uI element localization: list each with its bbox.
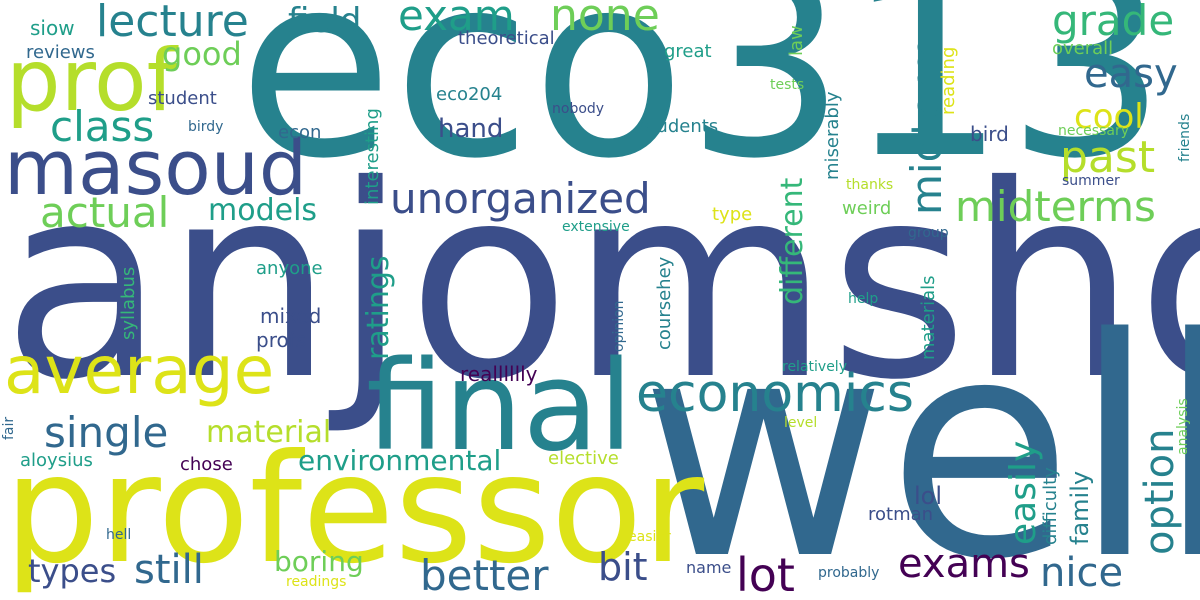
word-exam: exam bbox=[398, 0, 515, 40]
word-probably: probably bbox=[818, 565, 880, 581]
word-mixed: mixed bbox=[260, 304, 322, 328]
word-types: types bbox=[28, 552, 117, 590]
word-chose: chose bbox=[180, 454, 233, 475]
word-difficulty: difficulty bbox=[1040, 467, 1061, 545]
word-hand: hand bbox=[438, 114, 504, 144]
word-birdy: birdy bbox=[188, 119, 224, 135]
word-single: single bbox=[44, 408, 169, 457]
word-materials: materials bbox=[918, 275, 939, 360]
word-masoud: masoud bbox=[4, 123, 308, 212]
word-fair: fair bbox=[1, 416, 17, 440]
word-actual: actual bbox=[40, 188, 170, 237]
word-type: type bbox=[712, 204, 753, 225]
word-opinion: opinion bbox=[611, 300, 627, 352]
word-easily: easily bbox=[1003, 440, 1044, 545]
word-field: field bbox=[288, 1, 362, 41]
word-analysis: analysis bbox=[1175, 398, 1191, 455]
word-class: class bbox=[50, 102, 155, 151]
word-economics: economics bbox=[636, 364, 914, 424]
word-rotman: rotman bbox=[868, 504, 934, 525]
word-prof: prof bbox=[6, 31, 177, 131]
word-siow: siow bbox=[30, 16, 75, 40]
word-law: law bbox=[786, 25, 807, 56]
word-theoretical: theoretical bbox=[458, 28, 555, 49]
word-aloysius: aloysius bbox=[20, 450, 93, 471]
word-reviews: reviews bbox=[26, 42, 95, 63]
word-overall: overall bbox=[1052, 38, 1114, 59]
word-coursehey: coursehey bbox=[654, 256, 675, 350]
word-professor: professor bbox=[4, 423, 705, 597]
word-friends: friends bbox=[1177, 113, 1193, 162]
word-name: name bbox=[686, 558, 732, 577]
word-environmental: environmental bbox=[298, 444, 502, 477]
word-average: average bbox=[4, 332, 275, 409]
word-midterms: midterms bbox=[955, 182, 1156, 231]
word-easier: easier bbox=[628, 529, 671, 545]
word-reading: reading bbox=[938, 46, 959, 115]
word-summer: summer bbox=[1062, 173, 1120, 189]
word-lecture: lecture bbox=[96, 0, 249, 47]
word-student: student bbox=[148, 88, 217, 109]
word-syllabus: syllabus bbox=[118, 266, 139, 340]
word-bird: bird bbox=[970, 122, 1009, 146]
word-boring: boring bbox=[274, 545, 364, 578]
word-past: past bbox=[1060, 132, 1156, 183]
word-econ: econ bbox=[278, 122, 322, 143]
word-final: final bbox=[366, 335, 634, 479]
word-exams: exams bbox=[898, 541, 1030, 587]
word-lol: lol bbox=[914, 482, 943, 510]
word-good: good bbox=[162, 35, 242, 73]
word-lot: lot bbox=[736, 548, 795, 600]
word-easy: easy bbox=[1084, 51, 1178, 97]
word-level: level bbox=[784, 415, 818, 431]
word-bit: bit bbox=[598, 545, 648, 589]
word-extensive: extensive bbox=[562, 219, 630, 235]
word-weird: weird bbox=[842, 198, 892, 219]
word-necessary: necessary bbox=[1058, 123, 1130, 139]
word-realllllly: realllllly bbox=[460, 362, 538, 386]
word-relatively: relatively bbox=[782, 359, 847, 375]
word-nice: nice bbox=[1040, 550, 1124, 596]
word-different: different bbox=[775, 177, 810, 305]
word-family: family bbox=[1066, 470, 1094, 545]
word-none: none bbox=[550, 0, 660, 41]
word-unorganized: unorganized bbox=[390, 174, 651, 223]
word-material: material bbox=[206, 415, 332, 450]
word-hell: hell bbox=[106, 527, 132, 543]
word-models: models bbox=[208, 193, 318, 228]
word-grade: grade bbox=[1052, 0, 1175, 45]
word-help: help bbox=[848, 291, 879, 307]
word-miserably: miserably bbox=[822, 91, 843, 181]
word-ratings: ratings bbox=[361, 255, 396, 360]
word-anjomshoa: anjomshoa bbox=[2, 128, 1200, 438]
word-elective: elective bbox=[548, 448, 619, 469]
word-eco204: eco204 bbox=[436, 84, 503, 105]
word-nobody: nobody bbox=[552, 101, 605, 117]
word-anyone: anyone bbox=[256, 258, 323, 279]
word-interesting: interesting bbox=[362, 108, 383, 205]
word-better: better bbox=[420, 551, 549, 600]
word-profs: profs bbox=[256, 328, 307, 352]
word-eco313: eco313 bbox=[238, 0, 1167, 214]
word-tests: tests bbox=[770, 77, 805, 93]
word-group: group bbox=[908, 225, 949, 241]
word-thanks: thanks bbox=[846, 177, 894, 193]
word-readings: readings bbox=[286, 574, 347, 590]
word-great: great bbox=[664, 41, 712, 62]
word-option: option bbox=[1137, 428, 1183, 555]
word-cool: cool bbox=[1074, 97, 1144, 137]
word-students: students bbox=[640, 116, 719, 137]
word-still: still bbox=[134, 547, 204, 593]
word-well: well bbox=[640, 275, 1200, 600]
